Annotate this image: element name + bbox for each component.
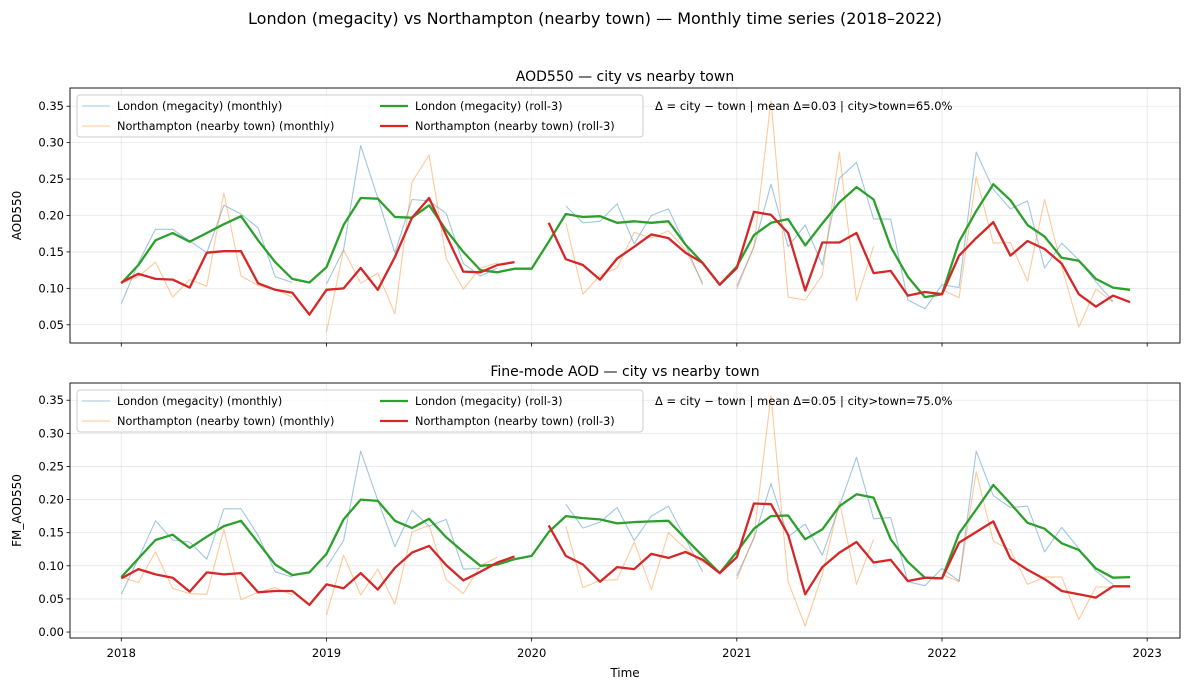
y-tick-label: 0.20 [38,209,64,223]
legend-label: London (megacity) (monthly) [117,100,282,113]
y-axis-label: FM_AOD550 [10,474,24,547]
series-line-london-monthly [120,145,1114,310]
x-axis-label: Time [609,666,639,680]
y-tick-label: 0.10 [38,559,64,573]
subplot-1: 0.05 0.10 0.15 0.20 0.25 0.30 0.35 AOD550 — cit… [10,69,1181,347]
legend-box [76,389,644,433]
figure-title: London (megacity) vs Northampton (nearby… [248,9,942,28]
series-line-northampton-roll [120,196,1131,316]
y-axis-label: AOD550 [10,191,24,241]
legend-label: London (megacity) (roll-3) [415,395,563,408]
series-line-northampton-roll [120,502,1131,607]
y-tick-label: 0.35 [38,99,64,113]
legend-label: London (megacity) (monthly) [117,395,282,408]
series-line-northampton-monthly [121,99,1114,333]
y-tick-label: 0.05 [38,592,64,606]
y-tick-label: 0.05 [38,318,64,332]
series-line-northampton-monthly [121,395,1113,627]
delta-annotation: Δ = city − town | mean Δ=0.03 | city>tow… [655,99,953,113]
legend-label: Northampton (nearby town) (monthly) [117,415,334,428]
x-tick-label: 2022 [927,646,956,660]
subplot-2: 0.00 0.05 0.10 0.15 0.20 0.25 0.30 0.35 2018 2019… [10,364,1181,680]
y-tick-label: 0.25 [38,459,64,473]
y-tick-label: 0.25 [38,172,64,186]
y-tick-label: 0.30 [38,136,64,150]
x-tick-label: 2019 [312,646,341,660]
series-line-london-monthly [120,450,1114,595]
y-tick-label: 0.15 [38,526,64,540]
series-line-london-roll [120,483,1131,580]
y-tick-label: 0.15 [38,245,64,259]
series-line-london-roll [120,183,1131,299]
y-tick-label: 0.30 [38,426,64,440]
legend: London (megacity) (monthly) Northampton (… [76,94,644,138]
legend-label: Northampton (nearby town) (roll-3) [415,415,615,428]
axes-frame [69,382,1181,639]
y-tick-label: 0.00 [38,625,64,639]
legend-box [76,94,644,138]
x-tick-label: 2018 [107,646,136,660]
legend-label: London (megacity) (roll-3) [415,100,563,113]
y-tick-label: 0.10 [38,281,64,295]
x-tick-label: 2020 [517,646,546,660]
subplot-title: Fine-mode AOD — city vs nearby town [490,364,759,380]
legend-label: Northampton (nearby town) (roll-3) [415,120,615,133]
axes-frame [69,87,1181,344]
x-tick-label: 2021 [722,646,751,660]
y-tick-label: 0.20 [38,493,64,507]
subplot-title: AOD550 — city vs nearby town [516,69,734,85]
legend: London (megacity) (monthly) Northampton (… [76,389,644,433]
y-tick-label: 0.35 [38,393,64,407]
x-tick-label: 2023 [1133,646,1162,660]
delta-annotation: Δ = city − town | mean Δ=0.05 | city>tow… [655,394,953,408]
legend-label: Northampton (nearby town) (monthly) [117,120,334,133]
